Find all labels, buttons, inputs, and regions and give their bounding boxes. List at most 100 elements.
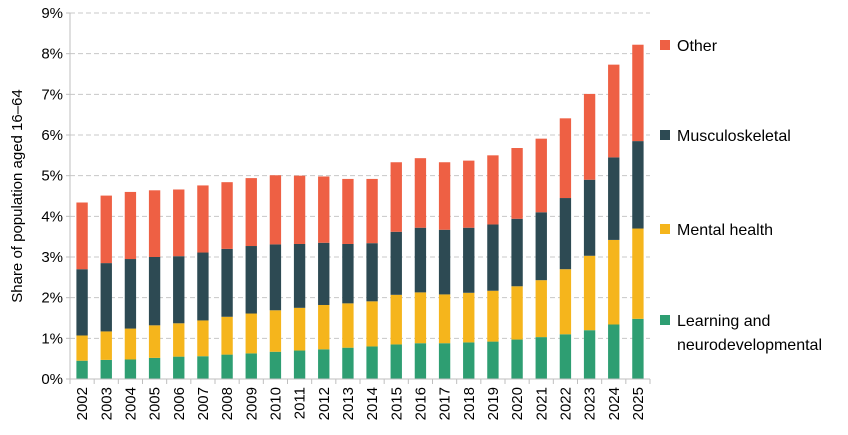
legend-label: Other <box>677 38 718 55</box>
x-tick-label: 2024 <box>606 387 623 420</box>
bar-segment <box>197 320 209 357</box>
bar-segment <box>487 290 499 342</box>
x-tick-label: 2017 <box>437 387 454 420</box>
legend-label: Musculoskeletal <box>677 128 791 145</box>
bar-segment <box>511 218 523 287</box>
bar-segment <box>583 330 596 379</box>
bar-segment <box>342 303 354 348</box>
y-tick-label: 4% <box>41 208 63 225</box>
x-tick-label: 2025 <box>630 387 647 420</box>
bar-segment <box>124 259 137 329</box>
bar-segment <box>100 359 112 379</box>
bar-segment <box>632 44 644 142</box>
bar-segment <box>100 331 112 360</box>
x-tick-label: 2012 <box>316 387 333 420</box>
y-tick-label: 7% <box>41 86 63 103</box>
bar-segment <box>559 269 572 335</box>
bar-segment <box>173 189 185 257</box>
bar-segment <box>438 229 451 295</box>
legend-swatch <box>660 40 670 50</box>
bar-segment <box>100 263 112 332</box>
y-axis-label: Share of population aged 16–64 <box>9 89 26 303</box>
bar-segment <box>197 252 209 321</box>
bar-segment <box>390 162 402 232</box>
bar-segment <box>76 335 88 361</box>
bar-segment <box>221 316 233 355</box>
y-tick-label: 0% <box>41 371 63 388</box>
x-tick-label: 2010 <box>267 387 284 420</box>
bar-segment <box>269 244 282 311</box>
bar-segment <box>438 162 451 230</box>
bar-segment <box>366 346 378 379</box>
x-tick-label: 2015 <box>388 387 405 420</box>
axes <box>66 12 651 384</box>
bar-segment <box>511 339 523 379</box>
y-tick-label: 3% <box>41 249 63 266</box>
bar-segment <box>414 227 427 293</box>
bar-segment <box>269 310 282 352</box>
x-tick-label: 2004 <box>122 387 139 420</box>
y-tick-label: 2% <box>41 290 63 307</box>
bar-segment <box>318 176 330 243</box>
bar-segment <box>463 160 475 228</box>
bar-segment <box>245 246 257 314</box>
bar-segment <box>221 182 233 249</box>
bar-segment <box>318 242 330 305</box>
x-tick-label: 2006 <box>171 387 188 420</box>
bar-segment <box>511 286 523 340</box>
bar-segment <box>390 231 402 295</box>
legend-swatch <box>660 130 670 140</box>
legend-label: Learning and <box>677 313 770 330</box>
x-tick-label: 2014 <box>364 387 381 420</box>
bar-segment <box>76 269 88 336</box>
bar-segment <box>76 360 88 379</box>
y-tick-label: 5% <box>41 168 63 185</box>
bar-segment <box>559 198 572 270</box>
bar-segment <box>124 359 137 379</box>
x-tick-label: 2021 <box>533 387 550 420</box>
x-tick-label: 2005 <box>147 387 164 420</box>
x-tick-label: 2011 <box>292 387 309 419</box>
x-tick-label: 2007 <box>195 387 212 420</box>
x-tick-label: 2009 <box>243 387 260 420</box>
bar-segment <box>148 325 161 358</box>
legend-label: neurodevelopmental <box>677 337 822 354</box>
legend-swatch <box>660 224 670 234</box>
x-tick-label: 2018 <box>461 387 478 420</box>
bar-segment <box>535 138 547 213</box>
bar-segment <box>293 175 306 244</box>
legend-label: Mental health <box>677 222 773 239</box>
bar-segment <box>390 294 402 345</box>
bar-segment <box>511 148 523 219</box>
bar-segment <box>366 243 378 302</box>
x-tick-label: 2002 <box>74 387 91 420</box>
bar-segment <box>632 228 644 319</box>
bar-segment <box>366 178 378 244</box>
bar-segment <box>318 349 330 379</box>
bar-segment <box>559 118 572 199</box>
bar-segment <box>608 157 620 240</box>
bar-segment <box>608 64 620 158</box>
bar-segment <box>608 239 620 325</box>
bar-segment <box>148 357 161 379</box>
bar-segment <box>463 342 475 379</box>
bar-segment <box>76 202 88 270</box>
bar-segment <box>293 350 306 379</box>
bar-segment <box>438 343 451 379</box>
y-tick-label: 9% <box>41 5 63 22</box>
y-tick-labels: 0% 1% 2% 3% 4% 5% 6% 7% 8% 9% <box>41 5 63 388</box>
bar-segment <box>559 334 572 379</box>
bar-segment <box>124 328 137 360</box>
bar-segment <box>293 243 306 308</box>
bar-segment <box>245 178 257 247</box>
bar-segment <box>414 158 427 228</box>
bar-segment <box>197 356 209 379</box>
legend-swatch <box>660 315 670 325</box>
bar-segment <box>148 190 161 257</box>
x-tick-labels: 2002 2003 2004 2005 2006 2007 2008 2009 2010 2011… <box>74 387 647 420</box>
y-tick-label: 6% <box>41 127 63 144</box>
bar-segment <box>632 141 644 229</box>
legend: Other Musculoskeletal Mental health Learnin… <box>660 38 822 354</box>
bar-segment <box>487 341 499 379</box>
